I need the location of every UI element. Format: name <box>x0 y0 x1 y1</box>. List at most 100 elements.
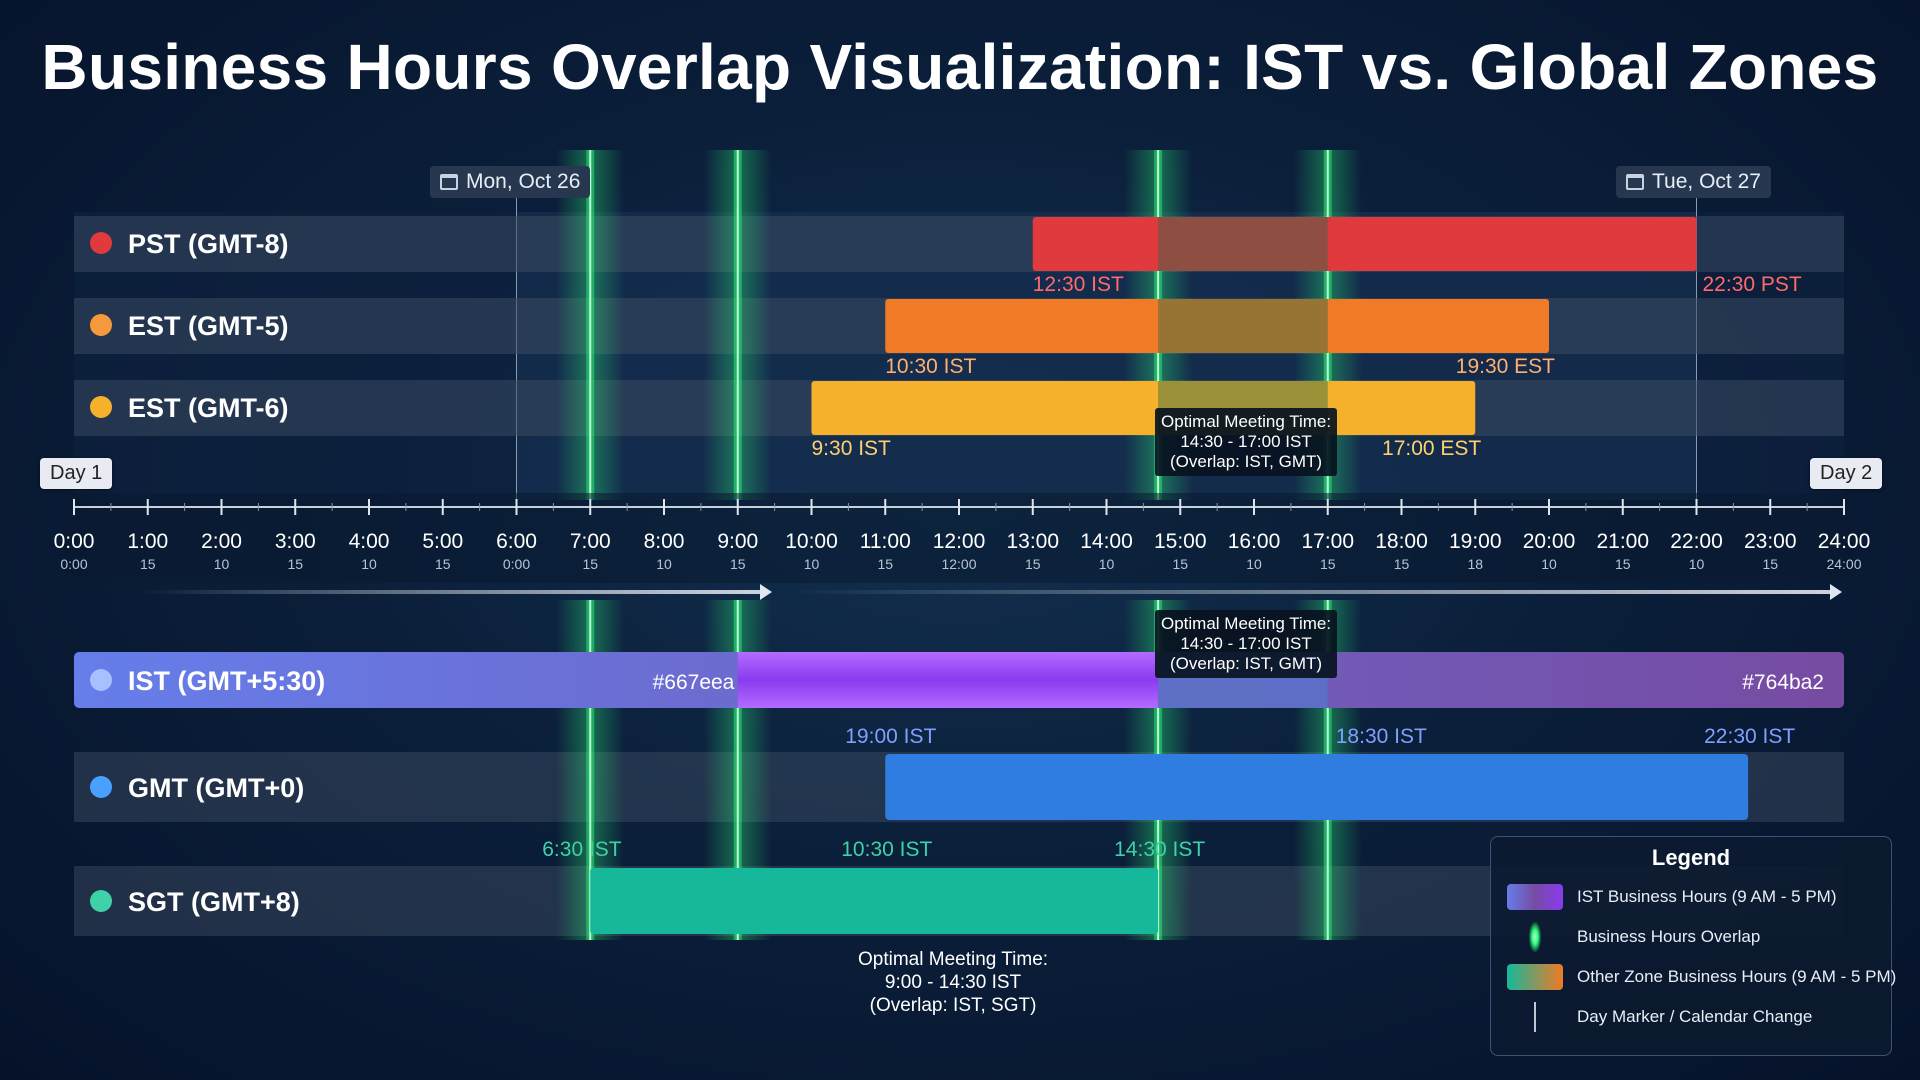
legend-label: Business Hours Overlap <box>1577 927 1761 946</box>
tick-label: 24:00 <box>1818 530 1871 553</box>
tick-sublabel: 10 <box>804 556 820 572</box>
tick-label: 3:00 <box>275 530 316 553</box>
tick-label: 1:00 <box>127 530 168 553</box>
tick-label: 13:00 <box>1006 530 1059 553</box>
tick-label: 6:00 <box>496 530 537 553</box>
tick-sublabel: 10 <box>361 556 377 572</box>
tick-label: 18:00 <box>1375 530 1428 553</box>
tooltip-line: 14:30 - 17:00 IST <box>1180 634 1312 653</box>
tick-label: 16:00 <box>1228 530 1281 553</box>
legend-title: Legend <box>1651 845 1731 870</box>
date-chip-mon: Mon, Oct 26 <box>430 166 591 198</box>
airplane-icon <box>90 232 112 254</box>
tick-label: 12:00 <box>933 530 986 553</box>
legend-label: Day Marker / Calendar Change <box>1577 1007 1813 1026</box>
note-line: Optimal Meeting Time: <box>858 949 1049 970</box>
tooltip-line: 14:30 - 17:00 IST <box>1180 432 1312 451</box>
tick-sublabel: 15 <box>582 556 598 572</box>
tick-label: 11:00 <box>860 530 911 553</box>
day2-chip: Day 2 <box>1810 458 1883 489</box>
tick-sublabel: 10 <box>1246 556 1262 572</box>
tick-label: 21:00 <box>1596 530 1649 553</box>
legend-item-overlap: Business Hours Overlap <box>1507 921 1760 953</box>
tick-label: 9:00 <box>717 530 758 553</box>
tick-sublabel: 15 <box>435 556 451 572</box>
row-label: IST (GMT+5:30) <box>128 666 325 696</box>
tick-sublabel: 15 <box>1172 556 1188 572</box>
zone-labels: 12:30 IST 22:30 PST 10:30 IST 19:30 EST 9:30… <box>90 229 1824 917</box>
tick-sublabel: 15 <box>1394 556 1410 572</box>
tick-sublabel: 15 <box>1320 556 1336 572</box>
tick-label: 0:00 <box>54 530 95 553</box>
ist-hex-left: #667eea <box>653 671 735 694</box>
legend-item-ist: IST Business Hours (9 AM - 5 PM) <box>1507 881 1836 913</box>
gmt-time-label: 22:30 IST <box>1704 725 1795 748</box>
date-chip-tue: Tue, Oct 27 <box>1616 166 1771 198</box>
person-icon <box>90 669 112 691</box>
gmt-bar <box>885 754 1749 820</box>
zone-bar <box>885 299 1549 353</box>
tick-sublabel: 18 <box>1467 556 1483 572</box>
tick-sublabel: 0:00 <box>60 556 87 572</box>
tooltip-line: (Overlap: IST, GMT) <box>1169 452 1323 471</box>
tick-sublabel: 10 <box>1099 556 1115 572</box>
tick-sublabel: 15 <box>1025 556 1041 572</box>
page-title: Business Hours Overlap Visualization: IS… <box>41 31 1879 103</box>
tick-label: 7:00 <box>570 530 611 553</box>
legend-label: Other Zone Business Hours (9 AM - 5 PM) <box>1577 967 1897 986</box>
tick-sublabel: 0:00 <box>503 556 530 572</box>
tick-sublabel: 10 <box>656 556 672 572</box>
tick-label: 14:00 <box>1080 530 1133 553</box>
row-label: EST (GMT-5) <box>128 311 289 341</box>
tick-sublabel: 15 <box>1615 556 1631 572</box>
calendar-icon <box>1626 174 1644 190</box>
bar-end-label: 19:30 EST <box>1456 355 1555 378</box>
calendar-icon <box>440 174 458 190</box>
tick-sublabel: 10 <box>214 556 230 572</box>
sgt-time-label: 6:30 IST <box>542 838 622 861</box>
tooltip-line: Optimal Meeting Time: <box>1161 412 1332 431</box>
bar-start-label: 9:30 IST <box>812 437 892 460</box>
tooltip-line: Optimal Meeting Time: <box>1161 614 1332 633</box>
tick-sublabel: 24:00 <box>1826 556 1861 572</box>
row-label: SGT (GMT+8) <box>128 887 300 917</box>
tick-sublabel: 15 <box>730 556 746 572</box>
row-label: GMT (GMT+0) <box>128 773 304 803</box>
tick-label: 5:00 <box>422 530 463 553</box>
location-pin-icon <box>90 314 112 336</box>
globe-icon <box>90 776 112 798</box>
date-chip-mon-label: Mon, Oct 26 <box>466 170 581 193</box>
tick-sublabel: 10 <box>1541 556 1557 572</box>
note-line: (Overlap: IST, SGT) <box>869 995 1037 1016</box>
legend-item-daymarker: Day Marker / Calendar Change <box>1507 1001 1812 1033</box>
calendar-icon <box>90 396 112 418</box>
tick-label: 17:00 <box>1301 530 1354 553</box>
overlap-segment <box>1158 299 1328 353</box>
note-line: 9:00 - 14:30 IST <box>884 972 1022 993</box>
sgt-bar <box>590 868 1159 934</box>
tick-sublabel: 15 <box>1762 556 1778 572</box>
gmt-time-label: 19:00 IST <box>845 725 936 748</box>
bar-end-label: 22:30 PST <box>1703 273 1802 296</box>
tick-label: 8:00 <box>644 530 685 553</box>
timeline-arrow-head <box>760 584 772 600</box>
tick-label: 20:00 <box>1523 530 1576 553</box>
bar-end-label: 17:00 EST <box>1382 437 1481 460</box>
tick-label: 23:00 <box>1744 530 1797 553</box>
tick-sublabel: 10 <box>1689 556 1705 572</box>
legend-item-other: Other Zone Business Hours (9 AM - 5 PM) <box>1507 961 1896 993</box>
sgt-time-label: 14:30 IST <box>1114 838 1205 861</box>
overlap-segment <box>1158 217 1328 271</box>
tick-sublabel: 15 <box>877 556 893 572</box>
person-badge-icon <box>90 890 112 912</box>
bar-start-label: 10:30 IST <box>885 355 976 378</box>
tick-label: 2:00 <box>201 530 242 553</box>
optimal-tooltip-mid: Optimal Meeting Time: 14:30 - 17:00 IST … <box>1155 610 1338 678</box>
thin-line-swatch <box>1507 1002 1563 1032</box>
ist-hex-right: #764ba2 <box>1742 671 1824 694</box>
zone-bar <box>811 381 1476 435</box>
gmt-time-label: 18:30 IST <box>1336 725 1427 748</box>
row-label: PST (GMT-8) <box>128 229 289 259</box>
tick-sublabel: 15 <box>140 556 156 572</box>
tooltip-line: (Overlap: IST, GMT) <box>1169 654 1323 673</box>
